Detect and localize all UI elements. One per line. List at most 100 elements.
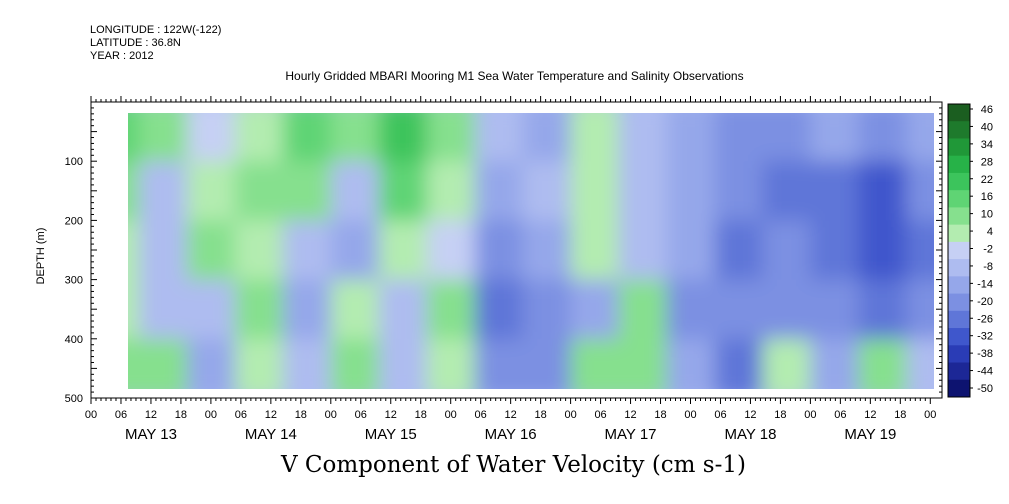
heatmap-cell bbox=[186, 338, 236, 389]
heatmap-cell bbox=[858, 279, 908, 340]
colorbar-swatch bbox=[948, 362, 970, 381]
y-axis-label: DEPTH (m) bbox=[35, 228, 47, 285]
heatmap-cell bbox=[330, 161, 380, 222]
heatmap-cell bbox=[234, 161, 284, 222]
x-tick-label: 12 bbox=[864, 409, 876, 421]
heatmap-cell bbox=[858, 338, 908, 389]
x-tick-label: 00 bbox=[85, 409, 97, 421]
colorbar-label: -14 bbox=[977, 278, 993, 290]
heatmap-cell bbox=[666, 113, 716, 163]
colorbar-swatch bbox=[948, 138, 970, 157]
x-day-label: MAY 16 bbox=[485, 426, 537, 443]
longitude-label: LONGITUDE : 122W(-122) bbox=[90, 24, 222, 36]
heatmap-cell bbox=[522, 161, 572, 222]
heatmap-cell bbox=[666, 161, 716, 222]
x-tick-label: 18 bbox=[654, 409, 666, 421]
heatmap-cell bbox=[186, 220, 236, 281]
heatmap-cell bbox=[810, 279, 860, 340]
x-tick-label: 00 bbox=[564, 409, 576, 421]
colorbar-label: 34 bbox=[981, 139, 993, 151]
colorbar-swatch bbox=[948, 310, 970, 329]
heatmap-cell bbox=[128, 161, 140, 222]
heatmap-cell bbox=[618, 161, 668, 222]
heatmap-cell bbox=[330, 279, 380, 340]
x-tick-label: 00 bbox=[445, 409, 457, 421]
heatmap-cell bbox=[522, 113, 572, 163]
colorbar-swatch bbox=[948, 345, 970, 364]
heatmap-cell bbox=[282, 161, 332, 222]
heatmap-cell bbox=[330, 113, 380, 163]
colorbar-swatch bbox=[948, 259, 970, 277]
heatmap-cell bbox=[234, 113, 284, 163]
colorbar-label: -50 bbox=[977, 383, 993, 395]
heatmap-cell bbox=[474, 338, 524, 389]
variable-title: V Component of Water Velocity (cm s-1) bbox=[281, 452, 746, 478]
heatmap-cell bbox=[474, 279, 524, 340]
heatmap-cell bbox=[426, 220, 476, 281]
colorbar-label: 4 bbox=[987, 226, 993, 238]
heatmap-cell bbox=[186, 113, 236, 163]
heatmap-cell bbox=[618, 279, 668, 340]
y-tick-label: 200 bbox=[65, 215, 83, 227]
colorbar-swatch bbox=[948, 328, 970, 346]
heatmap-cell bbox=[426, 113, 476, 163]
y-tick-label: 100 bbox=[65, 156, 83, 168]
heatmap-cell bbox=[714, 279, 764, 340]
colorbar-label: 22 bbox=[981, 174, 993, 186]
colorbar-label: 16 bbox=[981, 191, 993, 203]
heatmap-cell bbox=[330, 338, 380, 389]
heatmap-cell bbox=[426, 279, 476, 340]
heatmap-cell bbox=[128, 220, 140, 281]
colorbar-swatch bbox=[948, 207, 970, 226]
colorbar-frame bbox=[947, 103, 971, 398]
colorbar-swatch bbox=[948, 224, 970, 243]
heatmap-cell bbox=[234, 338, 284, 389]
heatmap-cell bbox=[186, 279, 236, 340]
heatmap-cell bbox=[378, 279, 428, 340]
heatmap-cell bbox=[426, 161, 476, 222]
year-label: YEAR : 2012 bbox=[90, 50, 154, 62]
colorbar-label: 46 bbox=[981, 104, 993, 116]
heatmap-cell bbox=[906, 279, 934, 340]
heatmap-cell bbox=[378, 338, 428, 389]
x-tick-label: 00 bbox=[325, 409, 337, 421]
colorbar-label: -26 bbox=[977, 313, 993, 325]
heatmap-cell bbox=[666, 220, 716, 281]
heatmap-cell bbox=[666, 338, 716, 389]
heatmap-cell bbox=[906, 220, 934, 281]
heatmap-cell bbox=[762, 161, 812, 222]
x-day-label: MAY 17 bbox=[605, 426, 657, 443]
x-tick-label: 18 bbox=[894, 409, 906, 421]
heatmap-cell bbox=[714, 161, 764, 222]
x-day-label: MAY 15 bbox=[365, 426, 417, 443]
heatmap-cell bbox=[762, 113, 812, 163]
heatmap-cell bbox=[858, 161, 908, 222]
x-tick-label: 06 bbox=[235, 409, 247, 421]
x-tick-label: 18 bbox=[535, 409, 547, 421]
heatmap-cell bbox=[618, 338, 668, 389]
x-tick-label: 18 bbox=[415, 409, 427, 421]
x-tick-label: 18 bbox=[295, 409, 307, 421]
x-tick-label: 12 bbox=[145, 409, 157, 421]
x-tick-label: 18 bbox=[774, 409, 786, 421]
heatmap-cell bbox=[810, 220, 860, 281]
heatmap-cell bbox=[810, 161, 860, 222]
heatmap-cell bbox=[378, 220, 428, 281]
heatmap-cell bbox=[906, 161, 934, 222]
heatmap-cell bbox=[522, 220, 572, 281]
x-tick-label: 00 bbox=[924, 409, 936, 421]
colorbar-swatch bbox=[948, 276, 970, 295]
heatmap-cell bbox=[128, 113, 140, 163]
colorbar-label: -20 bbox=[977, 296, 993, 308]
x-tick-label: 12 bbox=[265, 409, 277, 421]
colorbar-label: 10 bbox=[981, 209, 993, 221]
x-tick-label: 06 bbox=[834, 409, 846, 421]
heatmap-cell bbox=[330, 220, 380, 281]
heatmap-cell bbox=[714, 113, 764, 163]
x-tick-label: 00 bbox=[205, 409, 217, 421]
heatmap-cell bbox=[618, 220, 668, 281]
heatmap-cell bbox=[810, 338, 860, 389]
heatmap-cell bbox=[714, 338, 764, 389]
heatmap-cell bbox=[618, 113, 668, 163]
heatmap-cell bbox=[426, 338, 476, 389]
